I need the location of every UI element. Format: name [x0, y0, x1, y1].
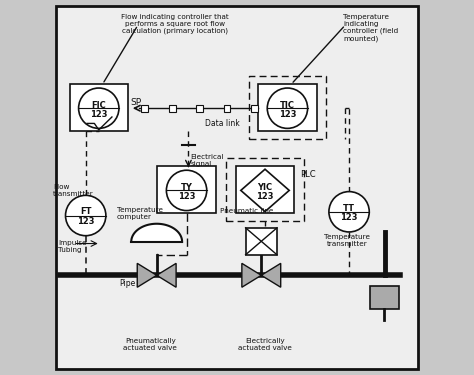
Text: PLC: PLC — [300, 170, 315, 179]
Text: Pneumatic line: Pneumatic line — [220, 208, 273, 214]
Text: Temperature
computer: Temperature computer — [117, 207, 163, 220]
Text: 123: 123 — [90, 110, 108, 119]
Text: 123: 123 — [279, 110, 296, 119]
Polygon shape — [261, 263, 281, 287]
Polygon shape — [157, 263, 176, 287]
Bar — [251, 105, 258, 112]
Text: Flow indicating controller that
performs a square root flow
calculation (primary: Flow indicating controller that performs… — [121, 14, 229, 34]
Bar — [141, 105, 148, 112]
Bar — [236, 166, 294, 213]
Polygon shape — [241, 169, 289, 211]
Text: Data link: Data link — [205, 119, 240, 128]
Polygon shape — [131, 224, 182, 242]
Text: 123: 123 — [340, 213, 358, 222]
Text: FIC: FIC — [91, 100, 106, 109]
Bar — [224, 105, 230, 112]
Circle shape — [267, 88, 308, 128]
Text: SP: SP — [130, 98, 142, 107]
Bar — [258, 84, 317, 131]
Text: Pipe: Pipe — [119, 279, 136, 288]
Text: TIC: TIC — [280, 100, 295, 109]
Circle shape — [79, 88, 119, 128]
Text: 123: 123 — [77, 217, 94, 226]
Bar — [246, 228, 277, 255]
Bar — [370, 286, 399, 309]
Text: YIC: YIC — [257, 183, 273, 192]
Polygon shape — [137, 263, 157, 287]
Text: Electrically
actuated valve: Electrically actuated valve — [238, 338, 292, 351]
Text: Impulse
Tubing: Impulse Tubing — [58, 240, 87, 253]
Text: Temperature
transmitter: Temperature transmitter — [324, 234, 370, 247]
Text: 123: 123 — [256, 192, 274, 201]
Text: TT: TT — [343, 204, 355, 213]
Text: Pneumatically
actuated valve: Pneumatically actuated valve — [123, 338, 177, 351]
Circle shape — [329, 192, 369, 232]
Bar — [169, 105, 175, 112]
Text: Electrical
signal: Electrical signal — [190, 154, 224, 167]
Text: Temperature
indicating
controller (field
mounted): Temperature indicating controller (field… — [344, 14, 399, 42]
Text: TY: TY — [181, 183, 192, 192]
Polygon shape — [242, 263, 261, 287]
Circle shape — [166, 170, 207, 211]
Text: Flow
transmitter: Flow transmitter — [53, 184, 94, 196]
Bar — [70, 84, 128, 131]
Text: 123: 123 — [178, 192, 195, 201]
Circle shape — [65, 195, 106, 236]
Bar — [157, 166, 216, 213]
Bar — [196, 105, 203, 112]
Text: FT: FT — [80, 207, 91, 216]
